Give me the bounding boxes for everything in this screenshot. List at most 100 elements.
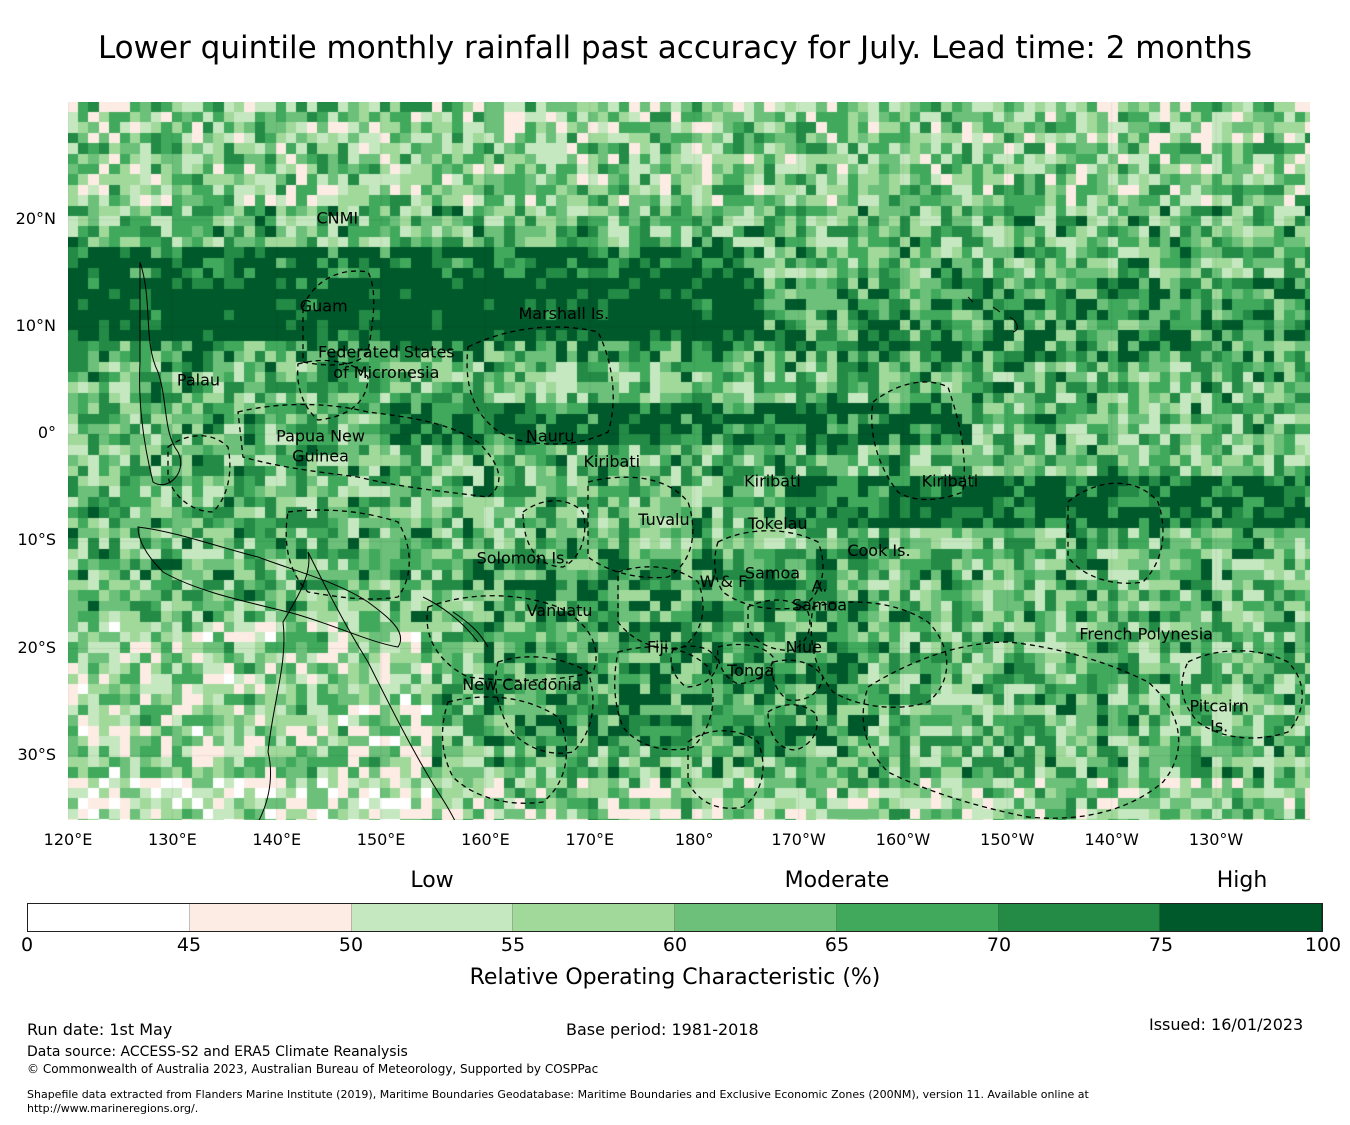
eez-fsm [237, 403, 500, 498]
data-source: Data source: ACCESS-S2 and ERA5 Climate … [27, 1044, 408, 1060]
region-label: Marshall Is. [518, 304, 609, 323]
colorbar-tick-label: 55 [500, 934, 526, 956]
region-label: A. [812, 576, 828, 595]
eez-kiribati-gilbert [587, 476, 694, 579]
colorbar-tick-label: 0 [20, 934, 34, 956]
eez-cook [810, 601, 948, 708]
eez-png [285, 509, 410, 600]
colorbar-tick-label: 65 [824, 934, 850, 956]
region-label: Vanuatu [527, 601, 593, 620]
eez-french-polynesia [862, 641, 1180, 819]
colorbar-segment [1160, 904, 1322, 931]
colorbar-category-label: Moderate [784, 868, 890, 893]
region-label: Cook Is. [847, 541, 910, 560]
copyright: © Commonwealth of Australia 2023, Austra… [27, 1062, 599, 1076]
lon-label: 120°E [43, 830, 93, 849]
region-label: of Micronesia [333, 363, 439, 382]
base-period: Base period: 1981-2018 [566, 1020, 759, 1039]
eez-kiribati-phoenix [714, 530, 824, 610]
colorbar-title: Relative Operating Characteristic (%) [469, 965, 881, 990]
region-label: Nauru [526, 426, 575, 445]
map-title: Lower quintile monthly rainfall past acc… [97, 30, 1253, 66]
region-label: Is. [1210, 717, 1228, 736]
region-label: Samoa [792, 596, 847, 615]
lat-label: 0° [37, 423, 56, 443]
lon-label: 150°E [356, 830, 406, 849]
eez-tuvalu [617, 566, 704, 649]
region-label: Guinea [292, 447, 349, 466]
colorbar-segment [836, 904, 999, 931]
colorbar-tick-label: 70 [986, 934, 1012, 956]
australia-coastline [258, 551, 456, 820]
coastlines [137, 261, 1018, 820]
eez-palau [167, 435, 231, 513]
eez-kiribati-line [871, 381, 965, 501]
solomon-coastline [422, 596, 489, 648]
region-label: Kiribati [922, 471, 979, 490]
colorbar-segment [998, 904, 1161, 931]
colorbar-tick-label: 50 [338, 934, 364, 956]
lon-label: 130°E [148, 830, 197, 849]
shapefile-url: http://www.marineregions.org/. [27, 1102, 199, 1115]
eez-samoa [717, 643, 774, 685]
region-label: Palau [177, 371, 220, 390]
region-label: New Caledonia [462, 675, 582, 694]
colorbar-segment [189, 904, 352, 931]
colorbar-segment [675, 904, 837, 931]
region-label: Niue [786, 637, 822, 656]
lat-label: 30°S [17, 744, 56, 764]
region-label: Tonga [726, 661, 774, 680]
eez-tonga [687, 730, 764, 809]
lon-label: 170°E [565, 830, 615, 849]
lat-label: 20°N [15, 208, 56, 228]
eez-tokelau [747, 599, 811, 651]
region-label: Kiribati [583, 452, 640, 471]
eez-new-caledonia [441, 696, 568, 804]
eez-boundaries [167, 270, 1303, 819]
region-label: CNMI [316, 209, 358, 228]
issued-date: Issued: 16/01/2023 [1149, 1015, 1304, 1034]
eez-vanuatu [495, 656, 594, 754]
run-date: Run date: 1st May [27, 1020, 173, 1039]
new-guinea-coastline [137, 526, 402, 648]
eez-niue [767, 704, 818, 751]
hawaii-coastline [967, 296, 1018, 333]
colorbar [27, 903, 1323, 932]
eez-nauru [522, 500, 586, 568]
colorbar-category-label: Low [410, 868, 454, 893]
eez-fiji [614, 646, 714, 751]
colorbar-segment [351, 904, 514, 931]
region-label: Papua New [276, 426, 365, 445]
roc-heatmap [68, 102, 1310, 820]
colorbar-tick-label: 75 [1148, 934, 1174, 956]
region-label: Fiji [647, 637, 668, 656]
colorbar-segment [28, 904, 190, 931]
eez-american-samoa [771, 659, 824, 701]
lon-label: 130°W [1188, 830, 1244, 849]
roc-map-panel: CNMI Guam Marshall Is. Federated States of M… [68, 102, 1310, 820]
lon-label: 140°W [1084, 830, 1139, 849]
region-label: Kiribati [744, 471, 801, 490]
eez-cnmi [302, 270, 375, 366]
eez-marshall [466, 326, 614, 445]
lon-label: 160°E [461, 830, 510, 849]
region-label: Federated States [318, 343, 455, 362]
lat-label: 20°S [17, 637, 56, 657]
lon-label: 160°W [875, 830, 931, 849]
eez-french-polynesia-east [1067, 482, 1164, 584]
lon-label: 170°W [771, 830, 826, 849]
eez-guam [297, 359, 369, 421]
lat-label: 10°N [15, 316, 56, 336]
region-label: Samoa [745, 563, 800, 582]
region-label: Tokelau [747, 514, 808, 533]
region-label: Pitcairn [1189, 696, 1249, 715]
lat-label: 10°S [17, 530, 56, 550]
colorbar-tick-label: 100 [1304, 934, 1342, 956]
region-label: Solomon Is. [477, 548, 570, 567]
lon-label: 150°W [980, 830, 1035, 849]
philippines-coastline [139, 261, 182, 486]
region-label: W & F [700, 572, 748, 591]
eez-solomon [426, 595, 597, 681]
colorbar-tick-label: 45 [176, 934, 202, 956]
